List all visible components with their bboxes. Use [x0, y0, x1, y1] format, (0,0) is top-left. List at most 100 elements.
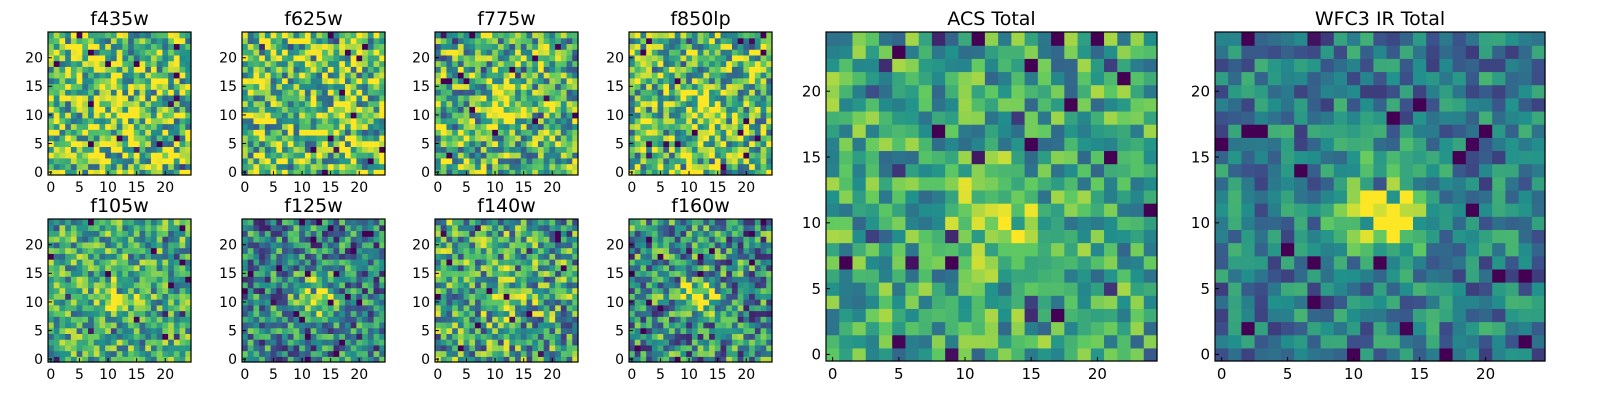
- heatmap-cell: [737, 344, 744, 352]
- heatmap-cell: [128, 112, 135, 119]
- heatmap-cell: [339, 89, 346, 96]
- heatmap-cell: [560, 299, 568, 306]
- heatmap-cell: [350, 152, 357, 159]
- heatmap-cell: [452, 123, 459, 130]
- heatmap-cell: [373, 316, 380, 323]
- heatmap-cell: [145, 152, 152, 159]
- heatmap-cell: [669, 344, 676, 352]
- heatmap-cell: [486, 60, 493, 67]
- heatmap-cell: [82, 37, 89, 45]
- heatmap-cell: [139, 100, 146, 107]
- heatmap-cell: [59, 264, 66, 272]
- heatmap-cell: [110, 37, 118, 45]
- heatmap-cell: [367, 123, 375, 130]
- heatmap-cell: [185, 83, 192, 90]
- heatmap-cell: [293, 236, 300, 243]
- heatmap-cell: [339, 247, 346, 254]
- heatmap-cell: [48, 60, 55, 67]
- heatmap-cell: [276, 100, 283, 107]
- heatmap-cell: [463, 241, 470, 249]
- heatmap-cell: [128, 224, 135, 232]
- heatmap-cell: [634, 344, 642, 352]
- heatmap-cell: [680, 49, 687, 56]
- heatmap-cell: [435, 32, 442, 39]
- heatmap-cell: [446, 293, 453, 300]
- heatmap-cell: [560, 83, 568, 90]
- heatmap-cell: [560, 89, 568, 96]
- heatmap-cell: [356, 146, 363, 153]
- heatmap-cell: [128, 276, 135, 283]
- heatmap-cell: [105, 270, 112, 277]
- heatmap-cell: [282, 72, 289, 79]
- heatmap-cell: [446, 77, 453, 85]
- heatmap-cell: [282, 270, 289, 277]
- heatmap-cell: [634, 83, 642, 90]
- heatmap-cell: [88, 321, 95, 329]
- heatmap-cell: [293, 333, 300, 340]
- heatmap-cell: [128, 66, 135, 73]
- heatmap-cell: [731, 77, 739, 85]
- heatmap-cell: [680, 316, 687, 323]
- heatmap-cell: [350, 299, 357, 306]
- heatmap-cell: [173, 89, 181, 96]
- heatmap-cell: [714, 350, 722, 357]
- heatmap-cell: [379, 310, 386, 317]
- heatmap-cell: [680, 350, 687, 357]
- heatmap-cell: [646, 60, 653, 67]
- heatmap-cell: [59, 281, 66, 289]
- heatmap-cell: [344, 339, 352, 346]
- heatmap-cell: [515, 129, 522, 136]
- heatmap-cell: [749, 60, 756, 67]
- heatmap-cell: [270, 112, 277, 119]
- heatmap-cell: [520, 49, 528, 56]
- heatmap-cell: [703, 66, 710, 73]
- heatmap-cell: [697, 54, 704, 62]
- heatmap-cell: [133, 264, 141, 272]
- heatmap-cell: [651, 54, 659, 62]
- heatmap-cell: [156, 134, 163, 142]
- heatmap-cell: [168, 117, 175, 125]
- heatmap-cell: [367, 112, 375, 119]
- heatmap-cell: [515, 310, 522, 317]
- heatmap-cell: [247, 316, 255, 323]
- heatmap-cell: [179, 299, 186, 306]
- heatmap-cell: [93, 224, 101, 232]
- heatmap-cell: [276, 169, 283, 176]
- heatmap-cell: [350, 236, 357, 243]
- heatmap-cell: [743, 310, 750, 317]
- heatmap-cell: [440, 49, 448, 56]
- heatmap-cell: [327, 89, 335, 96]
- heatmap-cell: [480, 49, 488, 56]
- heatmap-cell: [760, 281, 767, 289]
- heatmap-cell: [629, 123, 636, 130]
- heatmap-cell: [270, 299, 277, 306]
- heatmap-cell: [116, 281, 123, 289]
- heatmap-cell: [105, 316, 112, 323]
- heatmap-cell: [766, 60, 773, 67]
- heatmap-cell: [316, 270, 323, 277]
- heatmap-cell: [70, 264, 78, 272]
- heatmap-cell: [316, 129, 323, 136]
- heatmap-cell: [247, 66, 255, 73]
- heatmap-cell: [463, 60, 470, 67]
- heatmap-cell: [686, 117, 693, 125]
- heatmap-cell: [566, 83, 573, 90]
- heatmap-cell: [440, 304, 448, 312]
- heatmap-cell: [139, 157, 146, 165]
- heatmap-cell: [537, 146, 545, 153]
- heatmap-cell: [686, 321, 693, 329]
- heatmap-cell: [344, 281, 352, 289]
- heatmap-cell: [457, 356, 465, 363]
- heatmap-cell: [128, 83, 135, 90]
- heatmap-cell: [691, 37, 699, 45]
- heatmap-cell: [310, 339, 317, 346]
- heatmap-cell: [105, 236, 112, 243]
- heatmap-cell: [480, 77, 488, 85]
- heatmap-cell: [680, 72, 687, 79]
- heatmap-cell: [287, 123, 295, 130]
- y-tick-label: 15: [25, 79, 43, 95]
- heatmap-cell: [463, 123, 470, 130]
- heatmap-cell: [646, 350, 653, 357]
- heatmap-cell: [475, 94, 482, 102]
- heatmap-cell: [697, 83, 704, 90]
